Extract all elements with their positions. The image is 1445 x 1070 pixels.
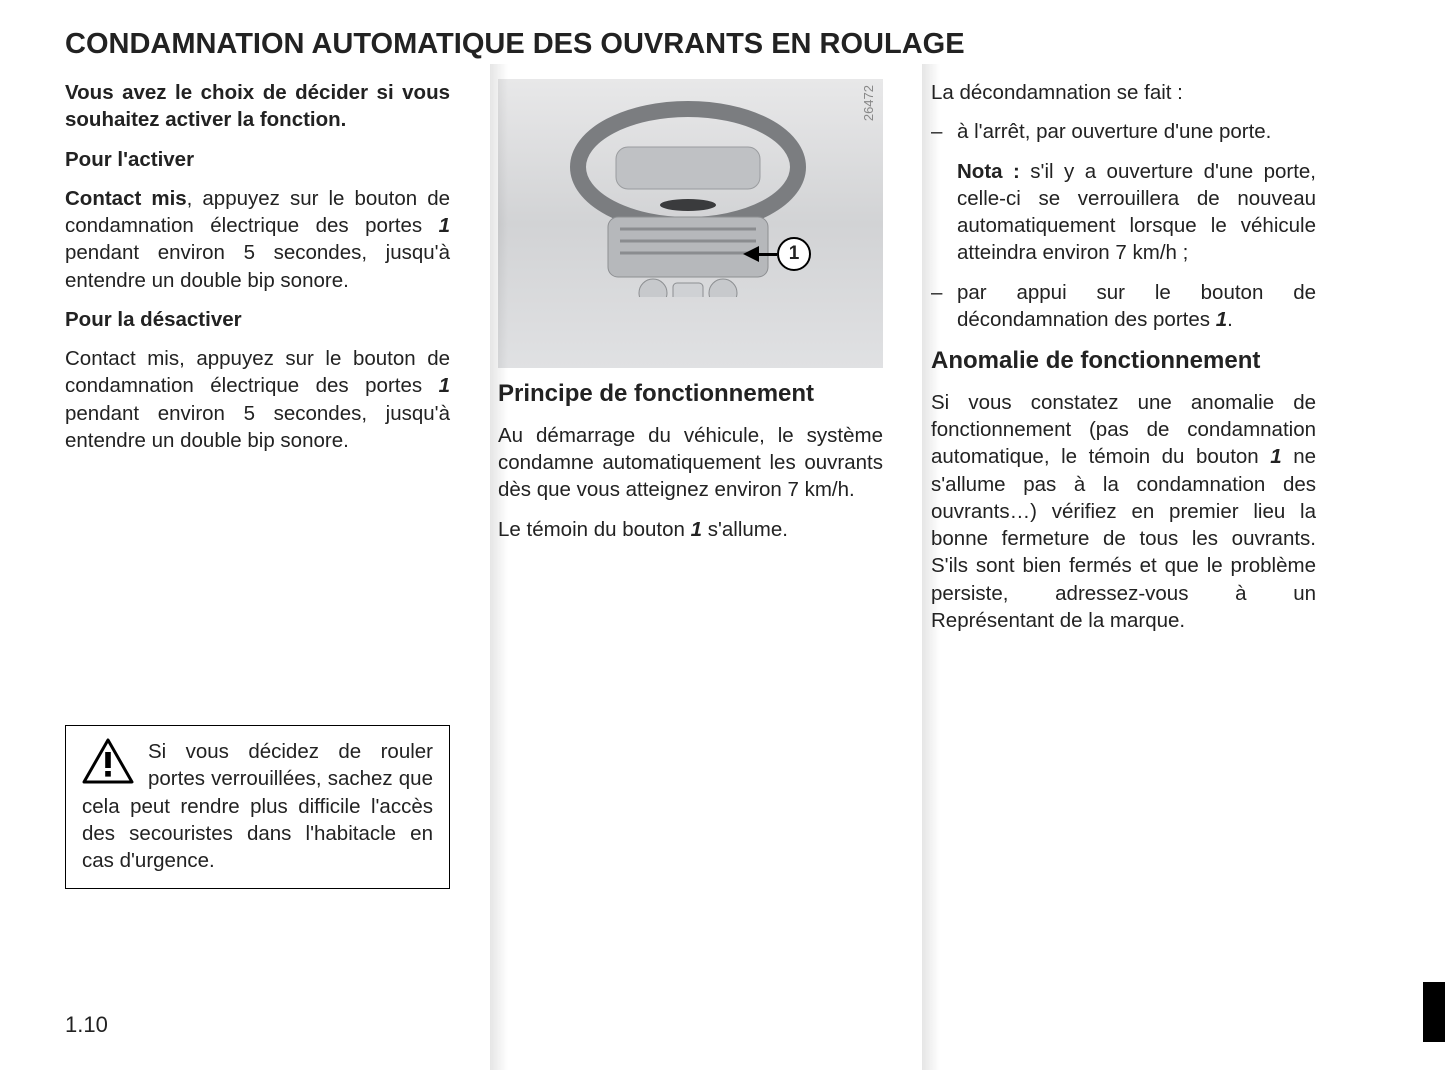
li2-ref: 1 [1216,308,1227,331]
unlock-list-2: par appui sur le bouton de décondamnatio… [931,279,1316,334]
deactivate-ref: 1 [439,374,450,397]
principle-p2: Le témoin du bouton 1 s'allume. [498,516,883,543]
column-1: Vous avez le choix de décider si vous so… [65,79,450,646]
unlock-list: à l'arrêt, par ouverture d'une porte. [931,118,1316,145]
warning-box: Si vous décidez de rouler portes verroui… [65,725,450,889]
unlock-intro: La décondamnation se fait : [931,79,1316,106]
anom-ref: 1 [1270,445,1281,468]
principle-p2-a: Le témoin du bouton [498,518,691,541]
page-title: CONDAMNATION AUTOMATIQUE DES OUVRANTS EN… [65,28,1385,61]
deactivate-body-b: pendant environ 5 secondes, jusqu'à ente… [65,402,450,452]
li2-b: . [1227,308,1233,331]
deactivate-heading: Pour la désactiver [65,306,450,333]
intro-text: Vous avez le choix de décider si vous so… [65,79,450,134]
figure-callout: 1 [743,237,811,271]
activate-heading: Pour l'activer [65,146,450,173]
anom-a: Si vous constatez une anomalie de foncti… [931,391,1316,469]
activate-body-b: pendant environ 5 secondes, jusqu'à ente… [65,241,450,291]
activate-lead: Contact mis [65,187,187,210]
deactivate-body-a: Contact mis, appuyez sur le bouton de co… [65,347,450,397]
warning-text: Si vous décidez de rouler portes verroui… [82,740,433,872]
columns: Vous avez le choix de décider si vous so… [65,79,1385,646]
principle-p1: Au démarrage du véhicule, le système con… [498,422,883,504]
column-3: La décondamnation se fait : à l'arrêt, p… [931,79,1316,646]
page: CONDAMNATION AUTOMATIQUE DES OUVRANTS EN… [65,28,1385,646]
callout-bubble: 1 [777,237,811,271]
anomaly-heading: Anomalie de fonctionnement [931,345,1316,377]
principle-p2-ref: 1 [691,518,702,541]
list-item: par appui sur le bouton de décondamnatio… [931,279,1316,334]
anom-b: ne s'allume pas à la condamnation des ou… [931,445,1316,632]
page-number: 1.10 [65,1012,108,1038]
nota-label: Nota : [957,160,1020,183]
leader-line [757,253,777,256]
activate-body: Contact mis, appuyez sur le bouton de co… [65,185,450,294]
li2-a: par appui sur le bouton de décondamnatio… [957,281,1316,331]
principle-heading: Principe de fonctionnement [498,378,883,410]
activate-ref: 1 [439,214,450,237]
column-2: 26472 1 [498,79,883,646]
principle-p2-b: s'allume. [702,518,788,541]
dashboard-figure: 26472 1 [498,79,883,368]
warning-triangle-icon [82,738,134,784]
figure-code: 26472 [860,85,877,121]
thumb-tab [1423,982,1445,1042]
list-item: à l'arrêt, par ouverture d'une porte. [931,118,1316,145]
anomaly-body: Si vous constatez une anomalie de foncti… [931,389,1316,634]
nota-block: Nota : s'il y a ouverture d'une porte, c… [931,158,1316,267]
deactivate-body: Contact mis, appuyez sur le bouton de co… [65,345,450,454]
